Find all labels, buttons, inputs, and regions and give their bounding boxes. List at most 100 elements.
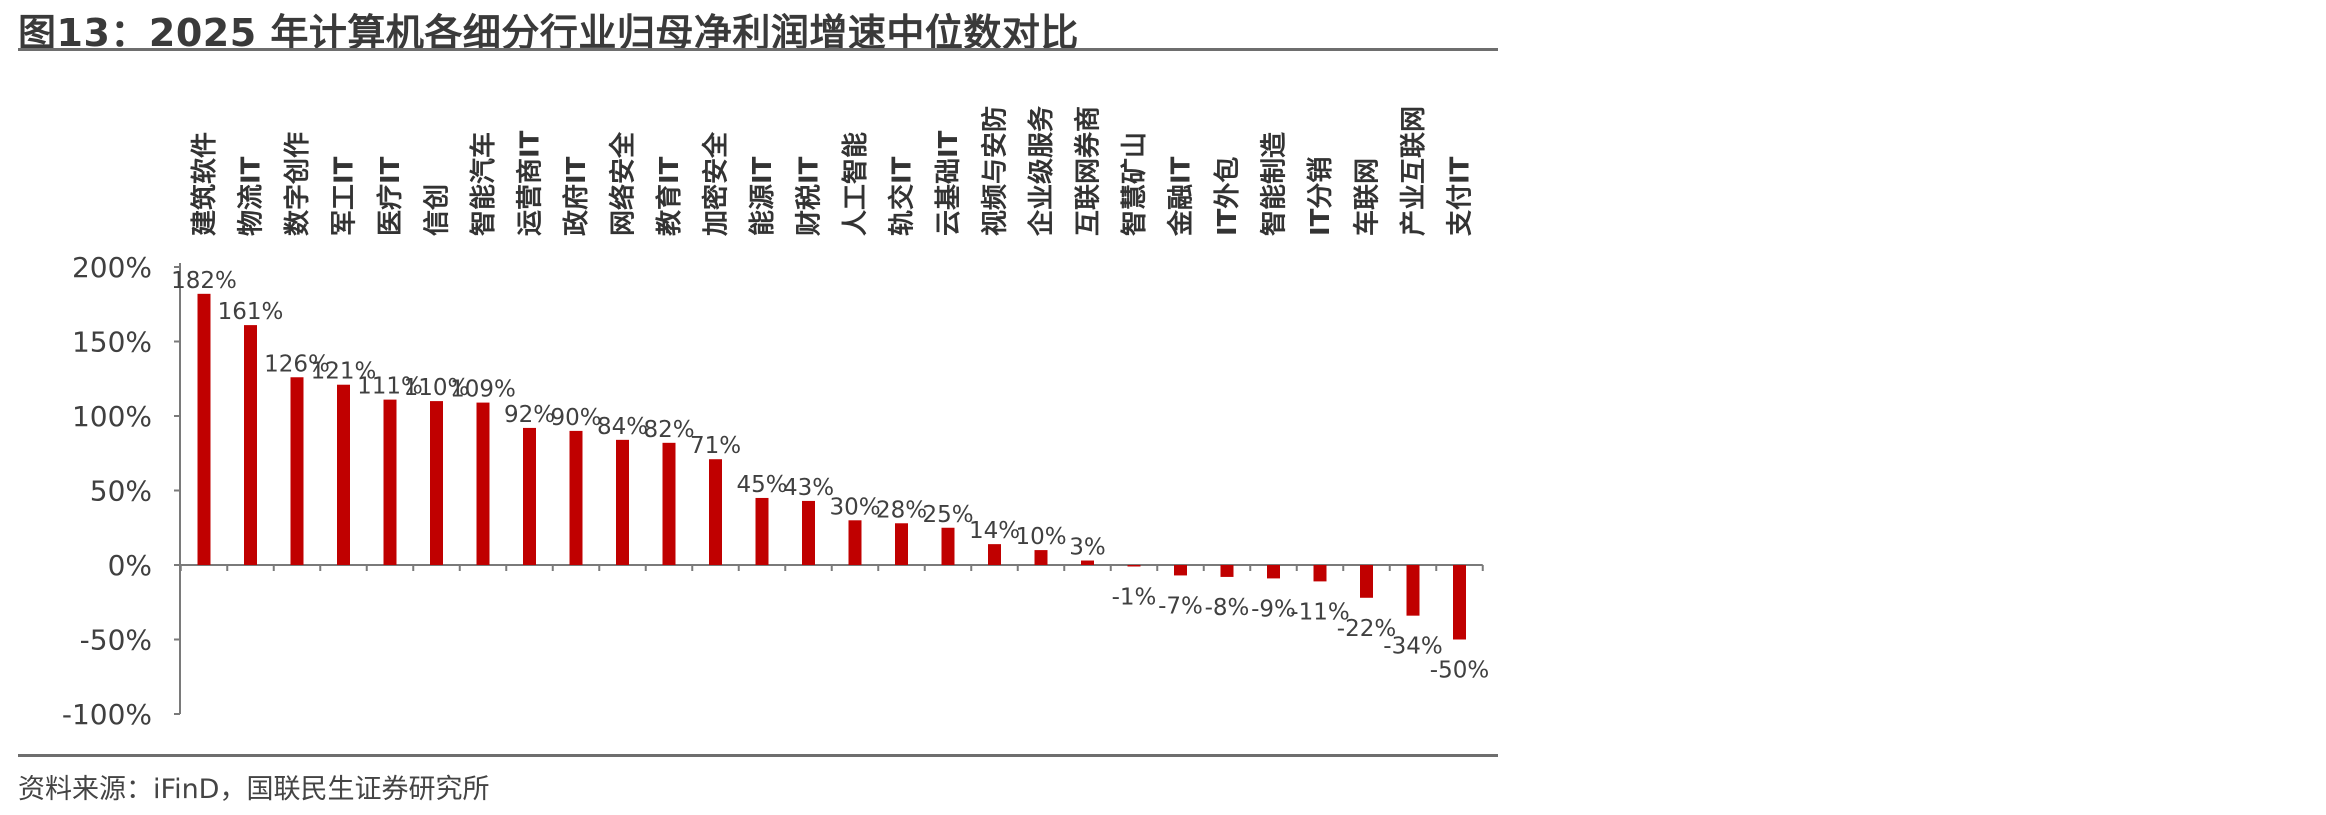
y-axis-ticks: 200% 150% 100% 50% 0% -50% -100% xyxy=(62,251,180,731)
data-label: -1% xyxy=(1112,584,1157,610)
data-label: 121% xyxy=(311,359,377,385)
category-label: 车联网 xyxy=(1352,158,1383,236)
data-label: 90% xyxy=(550,405,601,431)
data-label: 84% xyxy=(597,414,648,440)
bar xyxy=(895,523,908,565)
bar xyxy=(988,544,1001,565)
bar xyxy=(1267,565,1280,579)
category-label: 加密安全 xyxy=(701,131,732,236)
bar xyxy=(1081,560,1094,565)
category-label: 互联网券商 xyxy=(1073,106,1104,236)
data-label: 25% xyxy=(922,502,973,528)
y-tick-label: -50% xyxy=(80,624,152,657)
category-labels: 建筑软件 物流IT 数字创作 军工IT 医疗IT 信创 智能汽车 运营商IT 政府IT 网络安全教… xyxy=(189,106,1476,237)
category-label: 网络安全 xyxy=(608,131,639,236)
category-label: 建筑软件 xyxy=(189,132,220,236)
data-label: 28% xyxy=(876,497,927,523)
category-label: 物流IT xyxy=(237,156,267,236)
data-label: 45% xyxy=(736,472,787,498)
y-tick-label: 0% xyxy=(108,549,152,582)
chart-source: 资料来源：iFinD，国联民生证券研究所 xyxy=(18,774,490,805)
category-label: 支付IT xyxy=(1446,156,1476,236)
category-label: 产业互联网 xyxy=(1399,106,1429,236)
category-label: 智慧矿山 xyxy=(1119,132,1150,236)
data-label: 182% xyxy=(171,268,237,294)
y-tick-label: 100% xyxy=(72,400,152,433)
data-label: 92% xyxy=(504,402,555,428)
category-label: 能源IT xyxy=(747,156,778,236)
bar xyxy=(244,325,257,565)
bar xyxy=(941,527,955,565)
bar xyxy=(848,520,862,565)
chart-title: 图13：2025 年计算机各细分行业归母净利润增速中位数对比 xyxy=(18,11,1079,55)
bar xyxy=(290,377,304,565)
data-label: -11% xyxy=(1290,599,1349,625)
category-label: 财税IT xyxy=(795,156,825,236)
category-label: 云基础IT xyxy=(934,130,964,236)
category-label: 企业级服务 xyxy=(1026,106,1057,236)
category-label: 运营商IT xyxy=(515,130,546,236)
bar xyxy=(802,500,815,565)
category-label: 轨交IT xyxy=(887,156,918,236)
bar xyxy=(197,293,211,565)
data-label: -34% xyxy=(1383,634,1442,660)
bar xyxy=(1406,565,1420,616)
category-label: 政府IT xyxy=(561,156,592,236)
data-label: 71% xyxy=(690,433,741,459)
bar xyxy=(383,399,397,565)
bar xyxy=(1360,565,1373,598)
title-divider xyxy=(18,48,1498,51)
bar xyxy=(662,442,676,565)
bar xyxy=(1453,565,1466,640)
category-label: IT外包 xyxy=(1212,157,1243,236)
category-label: 智能汽车 xyxy=(468,132,499,236)
data-label: 10% xyxy=(1015,524,1066,550)
data-labels: 182% 161% 126%121%111%110%109%92%90%84%82%… xyxy=(171,268,1489,684)
source-divider xyxy=(18,754,1498,757)
data-label: 161% xyxy=(218,299,284,325)
bar xyxy=(1034,550,1048,565)
category-label: 军工IT xyxy=(330,156,360,236)
data-label: 110% xyxy=(404,375,470,401)
category-label: 人工智能 xyxy=(840,132,871,236)
data-label: -8% xyxy=(1205,595,1250,621)
bar xyxy=(755,497,769,565)
bar xyxy=(523,427,536,565)
bar xyxy=(430,401,443,565)
bar xyxy=(1127,565,1141,567)
y-tick-label: 150% xyxy=(72,326,152,359)
bar xyxy=(476,402,490,565)
category-label: 视频与安防 xyxy=(981,106,1011,236)
y-tick-label: 200% xyxy=(72,251,152,284)
bar xyxy=(709,459,722,565)
bars xyxy=(197,293,1466,640)
bar xyxy=(1220,565,1234,577)
data-label: 109% xyxy=(450,377,516,403)
data-label: 3% xyxy=(1069,535,1106,561)
bar xyxy=(569,430,583,565)
bar xyxy=(616,439,629,565)
data-label: 43% xyxy=(783,475,834,501)
category-label: 数字创作 xyxy=(282,132,313,236)
category-label: 教育IT xyxy=(654,156,685,236)
category-label: 金融IT xyxy=(1166,156,1197,237)
data-label: 126% xyxy=(264,351,330,377)
category-label: IT分销 xyxy=(1306,157,1336,236)
data-label: 111% xyxy=(357,374,423,400)
data-label: -7% xyxy=(1158,593,1203,619)
category-label: 信创 xyxy=(423,184,453,236)
bar xyxy=(1313,565,1327,582)
data-label: -9% xyxy=(1251,596,1296,622)
category-label: 医疗IT xyxy=(375,156,406,236)
data-label: -50% xyxy=(1430,658,1489,684)
data-label: -22% xyxy=(1337,616,1396,642)
bar xyxy=(1174,565,1187,576)
y-tick-label: -100% xyxy=(62,698,152,731)
category-label: 智能制造 xyxy=(1259,132,1290,236)
data-label: 82% xyxy=(643,417,694,443)
data-label: 14% xyxy=(969,518,1020,544)
bar xyxy=(337,384,350,565)
data-label: 30% xyxy=(829,494,880,520)
y-tick-label: 50% xyxy=(90,475,152,508)
